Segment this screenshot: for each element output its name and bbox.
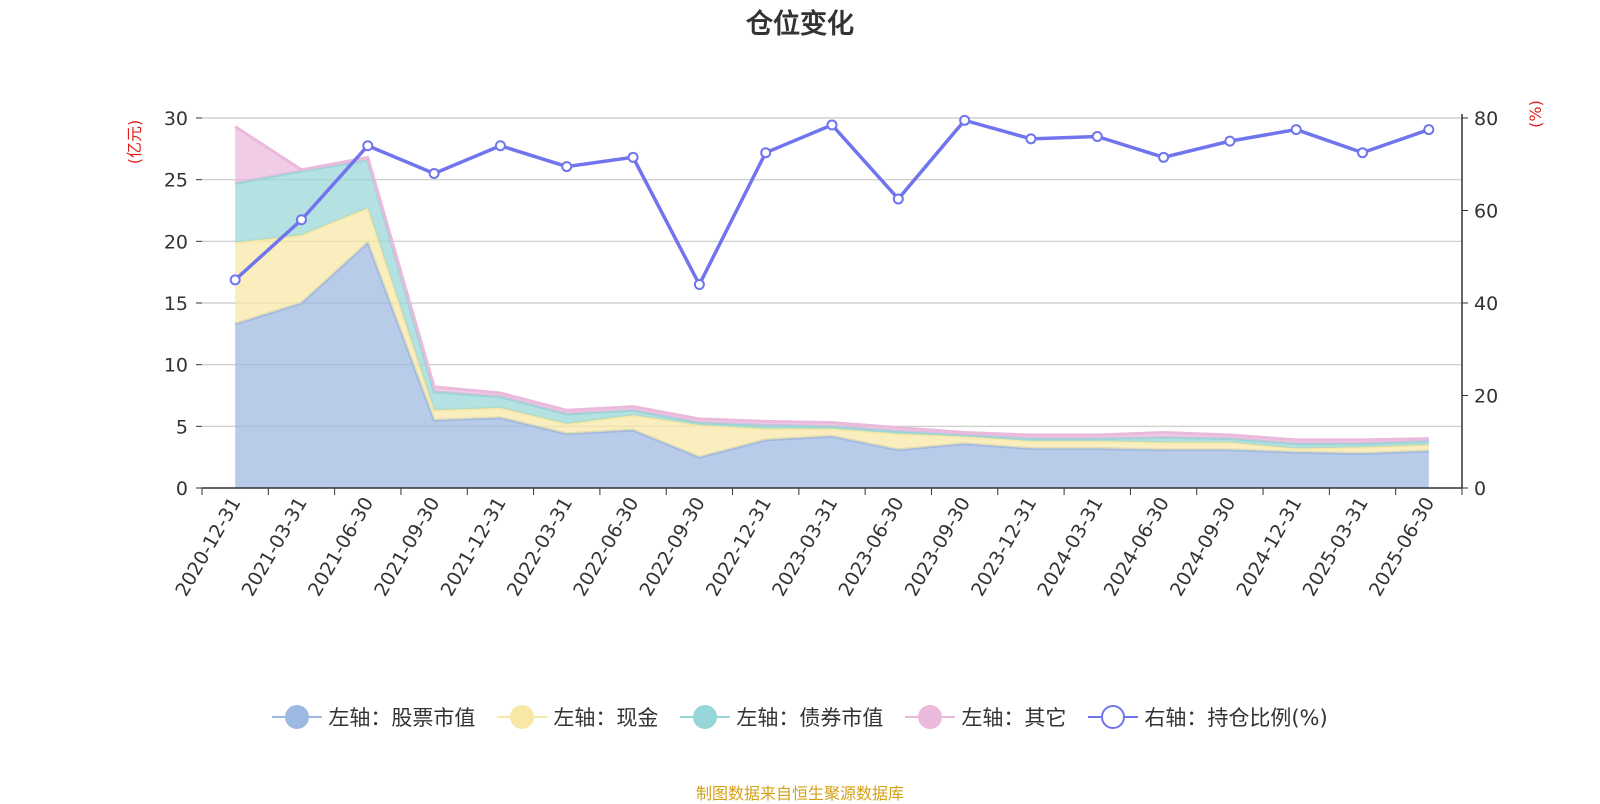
legend-swatch-marker (1101, 705, 1126, 729)
legend-item[interactable]: 右轴：持仓比例(%) (1088, 702, 1328, 732)
x-axis-tick-label: 2022-06-30 (569, 494, 643, 601)
right-axis-tick-label: 60 (1474, 201, 1498, 223)
ratio-line-point (959, 114, 971, 126)
data-source-note: 制图数据来自恒生聚源数据库 (695, 784, 904, 803)
ratio-line-point (229, 274, 241, 286)
left-axis-tick-label: 25 (164, 170, 188, 192)
legend-label: 右轴：持仓比例(%) (1144, 706, 1328, 730)
right-axis-tick-label: 40 (1474, 293, 1498, 315)
left-axis-tick-label: 10 (164, 355, 188, 377)
legend-item[interactable]: 左轴：债券市值 (680, 702, 883, 732)
x-axis-tick-label: 2023-12-31 (967, 494, 1041, 601)
legend: 左轴：股票市值 左轴：现金 左轴：债券市值 左轴：其它 右轴：持仓比例(%) (0, 702, 1600, 732)
x-axis-tick-label: 2024-09-30 (1166, 494, 1240, 601)
legend-swatch-marker (510, 705, 535, 729)
ratio-line-point (1224, 135, 1236, 147)
legend-swatch (1088, 705, 1139, 729)
legend-label: 左轴：债券市值 (736, 706, 884, 730)
legend-swatch (497, 705, 548, 729)
x-axis-tick-label: 2024-03-31 (1033, 494, 1107, 601)
ratio-line-point (494, 140, 506, 152)
legend-label: 左轴：股票市值 (328, 706, 476, 730)
x-axis-tick-label: 2023-06-30 (834, 494, 908, 601)
x-axis-tick-label: 2021-09-30 (370, 493, 444, 600)
right-axis-tick-label: 0 (1474, 478, 1486, 500)
legend-label: 左轴：现金 (553, 706, 659, 730)
left-axis-tick-label: 30 (164, 108, 188, 130)
chart-title: 仓位变化 (746, 9, 854, 40)
legend-label: 左轴：其它 (961, 706, 1067, 730)
x-axis-tick-label: 2023-03-31 (768, 494, 842, 601)
legend-swatch-marker (693, 705, 718, 729)
legend-swatch (905, 705, 956, 729)
left-axis-tick-label: 0 (176, 478, 188, 500)
legend-swatch-marker (918, 705, 943, 729)
legend-swatch-marker (285, 705, 310, 729)
x-axis-tick-label: 2022-09-30 (635, 494, 709, 601)
right-axis-tick-label: 20 (1474, 386, 1498, 408)
left-axis-tick-label: 5 (176, 416, 188, 438)
legend-item[interactable]: 左轴：其它 (905, 702, 1066, 732)
x-axis-tick-label: 2024-12-31 (1232, 494, 1306, 601)
x-axis-tick-label: 2020-12-31 (171, 494, 245, 601)
ratio-line-point (627, 151, 639, 163)
left-axis-tick-label: 20 (164, 231, 188, 253)
x-axis-tick-label: 2022-12-31 (702, 494, 776, 601)
area-series (235, 208, 1429, 458)
ratio-line-point (693, 279, 705, 290)
ratio-line-point (1025, 133, 1037, 145)
x-axis-tick-label: 2021-12-31 (436, 493, 510, 600)
x-axis-tick-label: 2022-03-31 (503, 494, 577, 601)
ratio-line-point (1423, 124, 1435, 136)
x-axis-tick-label: 2025-03-31 (1299, 494, 1373, 601)
legend-item[interactable]: 左轴：股票市值 (272, 702, 475, 732)
right-axis-tick-label: 80 (1474, 108, 1498, 130)
x-axis-tick-label: 2025-06-30 (1365, 494, 1439, 601)
legend-swatch (272, 705, 323, 729)
right-axis-label: (%) (1526, 100, 1545, 128)
ratio-line-point (1357, 147, 1369, 159)
ratio-line-point (1290, 124, 1302, 136)
legend-swatch (680, 705, 731, 729)
x-axis-tick-label: 2021-03-31 (238, 494, 312, 601)
ratio-line-series (233, 118, 1430, 289)
x-axis-tick-label: 2024-06-30 (1100, 494, 1174, 601)
left-axis-label: (亿元) (125, 120, 144, 165)
area-series-edge (234, 125, 1429, 442)
ratio-line-point (1158, 151, 1170, 163)
x-axis-tick-label: 2023-09-30 (901, 494, 975, 601)
x-axis-tick-label: 2021-06-30 (304, 494, 378, 601)
legend-item[interactable]: 左轴：现金 (497, 702, 658, 732)
ratio-line-point (760, 147, 772, 159)
ratio-line-point (362, 140, 374, 152)
ratio-line-point (561, 161, 573, 173)
ratio-line-point (428, 168, 440, 179)
ratio-line-point (826, 119, 838, 131)
ratio-line-point (892, 193, 904, 205)
area-series (235, 159, 1429, 449)
ratio-line-point (295, 214, 307, 226)
left-axis-tick-label: 15 (164, 293, 188, 315)
ratio-line-point (1091, 131, 1103, 142)
